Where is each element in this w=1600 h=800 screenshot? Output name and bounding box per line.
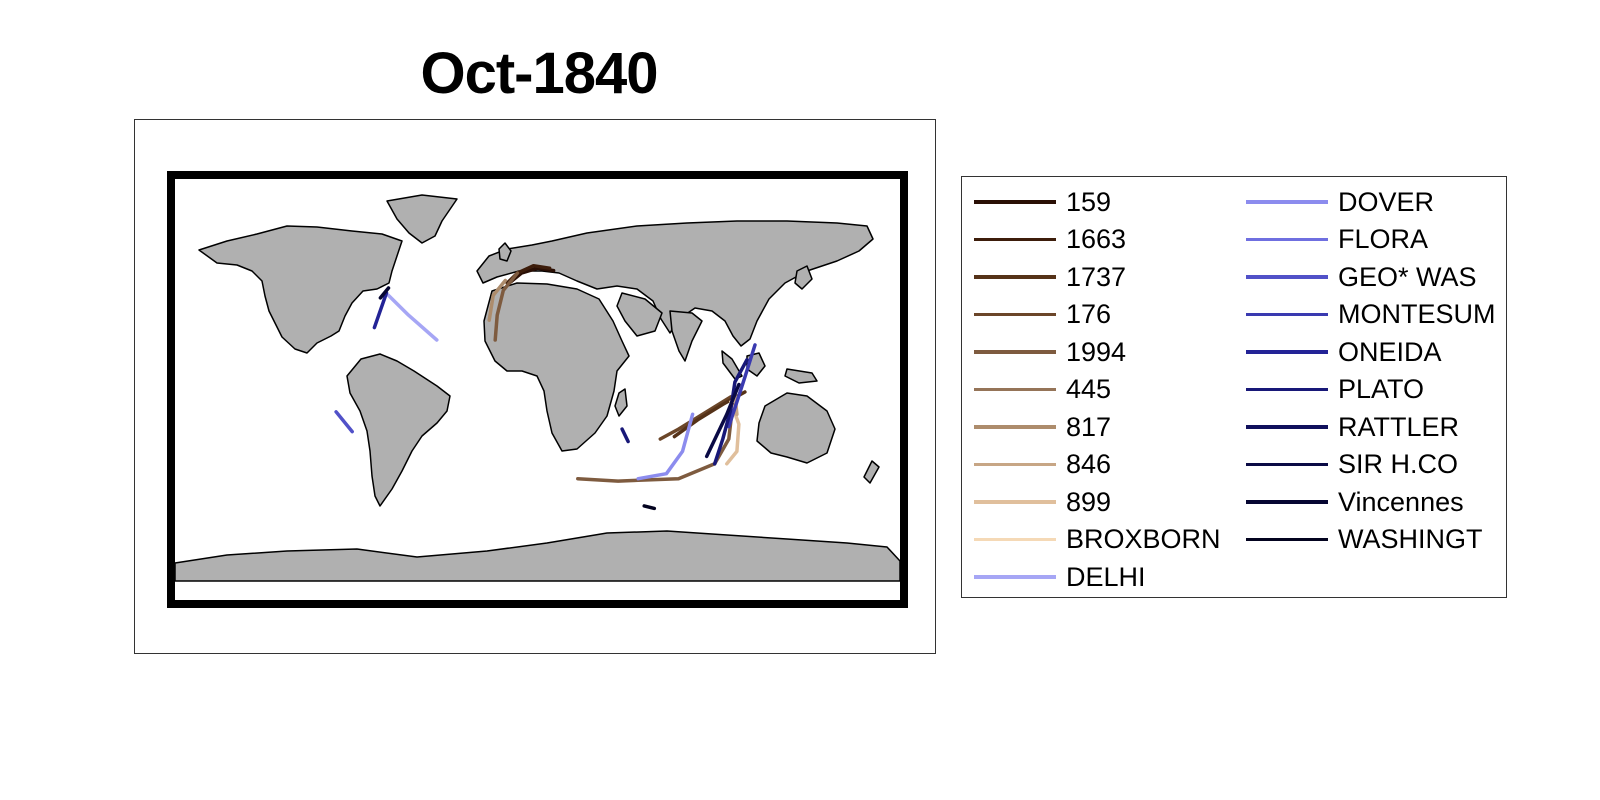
legend-entry: WASHINGT (1246, 524, 1483, 555)
antarctica (174, 530, 901, 582)
ship-track (620, 427, 630, 444)
ship-tracks (334, 263, 757, 511)
legend-swatch (1246, 350, 1328, 354)
ship-track (712, 358, 749, 466)
legend-entry: ONEIDA (1246, 337, 1442, 367)
legend-swatch (1246, 500, 1328, 504)
legend-entry: 1737 (974, 262, 1126, 292)
legend-entry: Vincennes (1246, 487, 1464, 517)
legend-swatch (1246, 312, 1328, 317)
legend-swatch (1246, 462, 1328, 467)
legend: 159 1663 1737 176 1994 445 817 846 899 BROXBORN DE… (961, 176, 1507, 598)
legend-label: 1663 (1066, 224, 1127, 254)
ship-track (642, 504, 657, 511)
greenland (386, 194, 458, 244)
legend-entry: PLATO (1246, 374, 1425, 405)
legend-entry: DOVER (1246, 187, 1434, 217)
legend-label: PLATO (1338, 374, 1425, 404)
land-masses (174, 194, 901, 582)
legend-label: WASHINGT (1338, 524, 1483, 554)
legend-swatch (974, 537, 1056, 542)
legend-swatch (974, 387, 1056, 392)
legend-entry: DELHI (974, 562, 1146, 592)
legend-swatch (974, 200, 1056, 204)
south-america (346, 353, 451, 507)
legend-label: SIR H.CO (1338, 449, 1459, 479)
legend-swatch (974, 575, 1056, 579)
map-title: Oct-1840 (420, 41, 658, 106)
legend-swatch (974, 462, 1056, 467)
legend-swatch (974, 350, 1056, 354)
legend-label: RATTLER (1338, 411, 1460, 442)
madagascar (614, 388, 628, 417)
legend-label: 445 (1066, 374, 1112, 404)
arabia (616, 292, 663, 337)
legend-label: GEO* WAS (1338, 261, 1477, 292)
legend-label: 1737 (1066, 261, 1127, 292)
legend-entry: GEO* WAS (1246, 262, 1477, 292)
legend-label: FLORA (1338, 224, 1429, 254)
legend-swatch (974, 500, 1056, 504)
eurasia (476, 220, 874, 347)
new-guinea (784, 368, 818, 384)
legend-swatch (1246, 275, 1328, 279)
legend-swatch (974, 312, 1056, 317)
legend-entry: 159 (974, 187, 1111, 217)
legend-label: 817 (1066, 411, 1112, 442)
legend-label: BROXBORN (1066, 524, 1221, 554)
legend-label: 159 (1066, 186, 1112, 217)
legend-label: 899 (1066, 486, 1112, 517)
africa (483, 282, 630, 452)
legend-label: ONEIDA (1338, 336, 1442, 367)
legend-swatch (1246, 537, 1328, 542)
ship-track (576, 402, 735, 483)
ship-track (378, 286, 391, 300)
legend-entry: 176 (974, 299, 1112, 330)
legend-swatch (1246, 387, 1328, 392)
legend-label: 846 (1066, 449, 1112, 479)
north-america (198, 225, 403, 354)
legend-entry: BROXBORN (974, 524, 1221, 555)
legend-label: MONTESUM (1338, 299, 1496, 329)
legend-label: DOVER (1338, 186, 1435, 217)
new-zealand (863, 460, 880, 484)
ship-track (704, 382, 741, 459)
legend-swatch (1246, 200, 1328, 204)
world-map (167, 171, 908, 608)
legend-entry: 817 (974, 412, 1111, 442)
ship-track (386, 293, 439, 342)
legend-label: 1994 (1066, 336, 1127, 367)
legend-swatch (1246, 237, 1328, 242)
map-panel (134, 119, 936, 654)
ship-track (372, 291, 389, 330)
ship-track (493, 271, 520, 342)
legend-entry: 846 (974, 449, 1112, 480)
legend-swatch (974, 275, 1056, 279)
legend-entry: 899 (974, 487, 1111, 517)
legend-label: DELHI (1066, 561, 1146, 592)
australia (756, 392, 836, 464)
legend-swatch (974, 425, 1056, 429)
legend-entry: 445 (974, 374, 1112, 405)
legend-entry: 1663 (974, 224, 1127, 255)
legend-entry: FLORA (1246, 224, 1429, 255)
legend-swatch (974, 237, 1056, 242)
japan (794, 265, 813, 290)
legend-swatch (1246, 425, 1328, 429)
legend-entry: SIR H.CO (1246, 449, 1459, 480)
ship-track (727, 343, 757, 429)
legend-label: Vincennes (1338, 486, 1464, 517)
ship-track (636, 412, 695, 481)
ship-track (487, 278, 508, 322)
legend-entry: MONTESUM (1246, 299, 1496, 330)
india (669, 310, 703, 362)
ship-track (334, 410, 354, 434)
legend-entry: RATTLER (1246, 412, 1459, 442)
great-britain (498, 242, 512, 262)
legend-label: 176 (1066, 299, 1112, 329)
legend-entry: 1994 (974, 337, 1126, 367)
